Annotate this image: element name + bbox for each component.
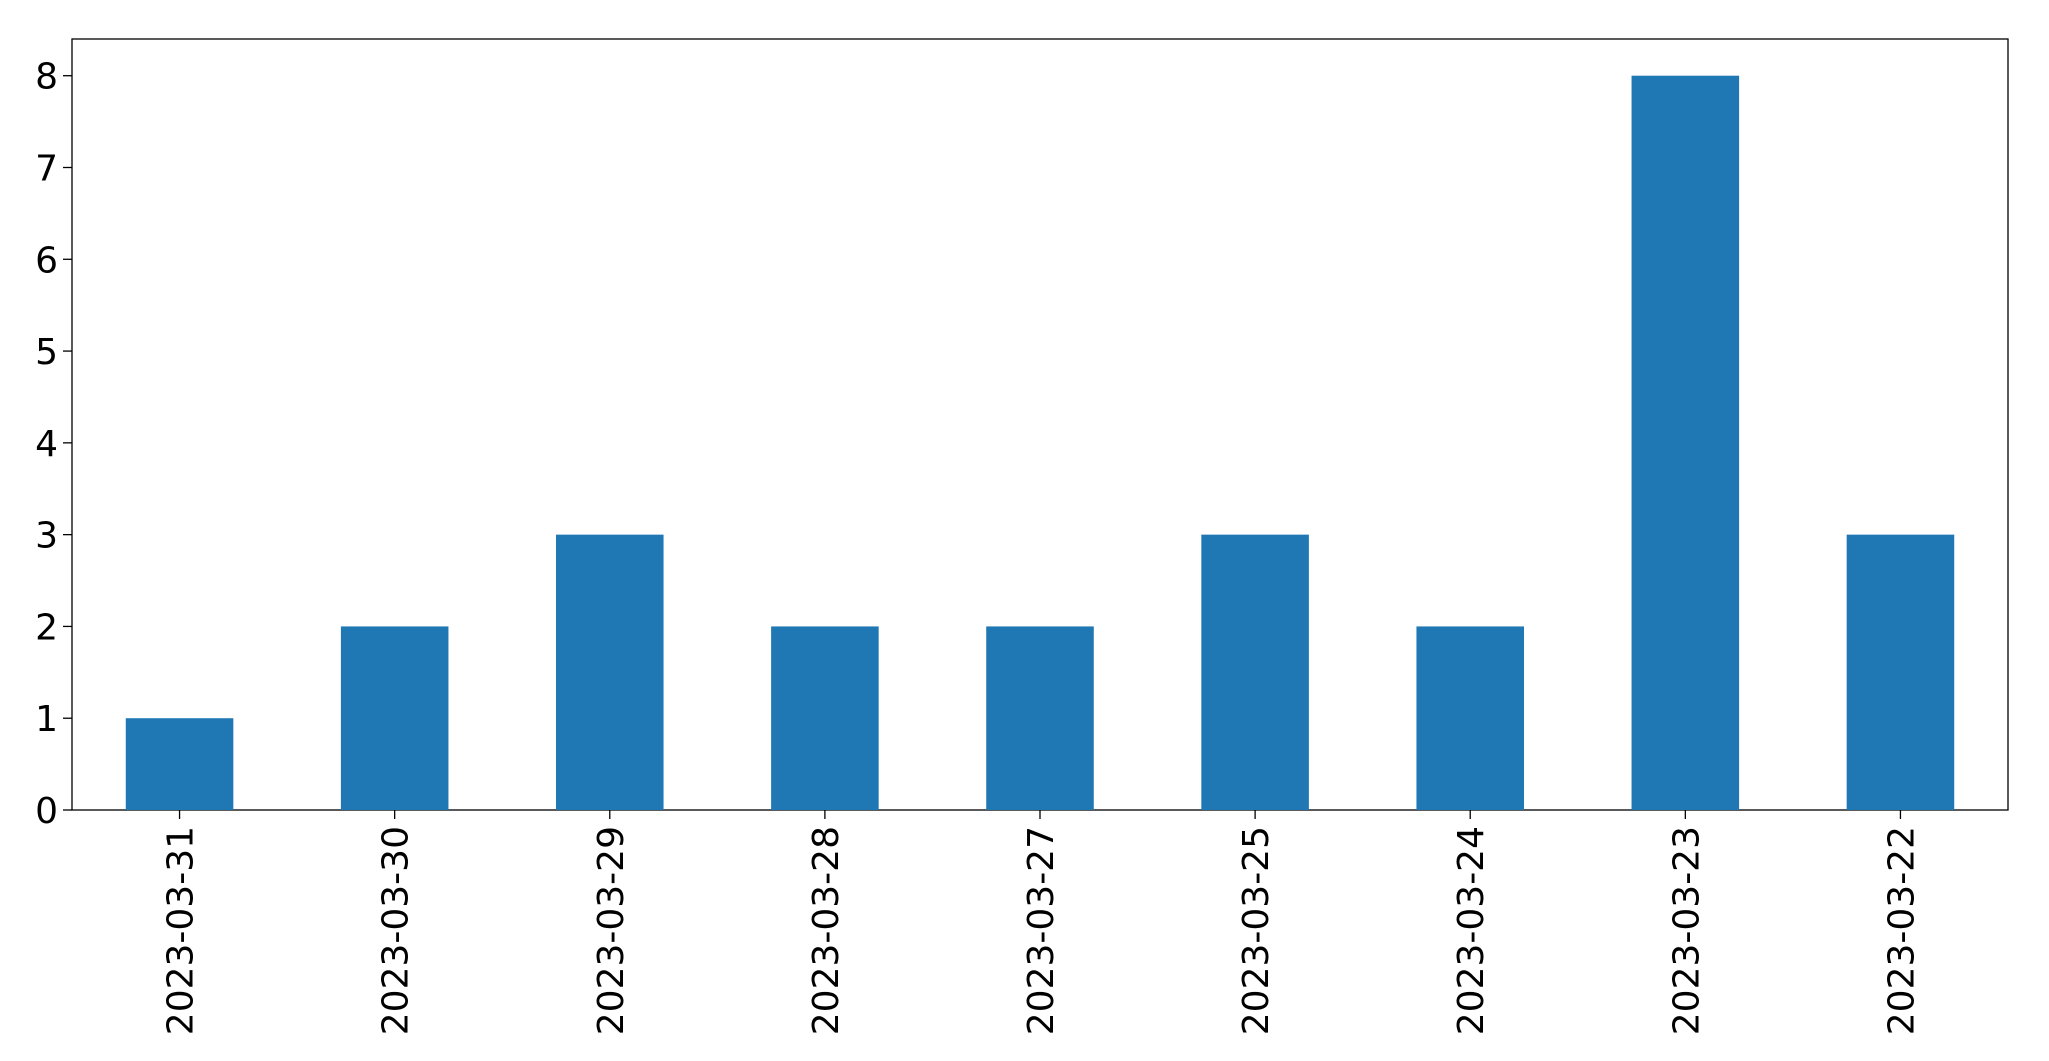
- y-tick-label: 3: [35, 516, 58, 557]
- y-tick-label: 0: [35, 791, 58, 832]
- x-tick-label: 2023-03-23: [1666, 826, 1707, 1035]
- y-tick-label: 7: [35, 149, 58, 190]
- bar: [771, 626, 879, 810]
- bar: [340, 626, 449, 810]
- bar: [1201, 534, 1309, 810]
- bar: [1846, 534, 1955, 810]
- x-tick-label: 2023-03-31: [161, 826, 202, 1035]
- x-tick-label: 2023-03-25: [1236, 826, 1277, 1035]
- y-tick-label: 6: [35, 240, 58, 281]
- x-tick-label: 2023-03-28: [806, 826, 847, 1035]
- bar: [1631, 75, 1740, 810]
- bar: [1416, 626, 1524, 810]
- bar: [556, 534, 664, 810]
- x-tick-label: 2023-03-24: [1451, 826, 1492, 1035]
- x-tick-label: 2023-03-22: [1881, 826, 1922, 1035]
- bar: [986, 626, 1094, 810]
- x-tick-label: 2023-03-29: [591, 826, 632, 1035]
- x-tick-label: 2023-03-30: [376, 826, 417, 1035]
- y-tick-label: 8: [35, 57, 58, 98]
- y-tick-label: 5: [35, 332, 58, 373]
- y-tick-label: 1: [35, 699, 58, 740]
- y-tick-label: 4: [35, 424, 58, 465]
- bar: [125, 718, 234, 810]
- y-tick-label: 2: [35, 607, 58, 648]
- x-tick-label: 2023-03-27: [1021, 826, 1062, 1035]
